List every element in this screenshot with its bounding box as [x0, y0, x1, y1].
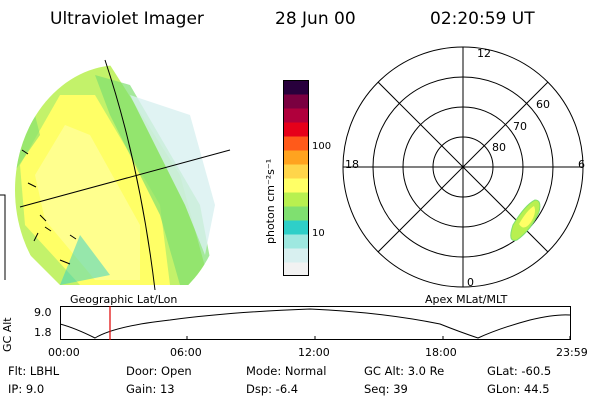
colorbar-swatch	[283, 234, 309, 249]
colorbar-swatch	[283, 178, 309, 193]
geographic-image	[0, 59, 231, 290]
colorbar-swatch	[283, 262, 309, 276]
mlt-12-label: 12	[477, 47, 491, 60]
info-seq: Seq: 39	[364, 382, 408, 396]
info-dsp: Dsp: -6.4	[246, 382, 299, 396]
polar-plot	[342, 46, 584, 288]
colorbar-swatch	[283, 136, 309, 151]
colorbar-swatch	[283, 248, 309, 263]
info-mode: Mode: Normal	[246, 364, 327, 378]
colorbar-tick-100: 100	[312, 141, 332, 152]
lat-60-label: 60	[536, 98, 550, 111]
mlt-6-label: 6	[578, 158, 585, 171]
colorbar-swatch	[283, 122, 309, 137]
colorbar-swatch	[283, 80, 309, 95]
colorbar-swatch	[283, 206, 309, 221]
info-gain: Gain: 13	[126, 382, 175, 396]
gc-alt-tick-1: 06:00	[170, 346, 202, 359]
time-label: 02:20:59 UT	[430, 9, 535, 29]
mlt-0-label: 0	[467, 276, 474, 289]
gc-alt-plot	[60, 306, 571, 340]
mlt-18-label: 18	[345, 158, 359, 171]
app-title: Ultraviolet Imager	[50, 9, 204, 29]
gc-alt-tick-3: 18:00	[425, 346, 457, 359]
info-flt: Flt: LBHL	[8, 364, 60, 378]
lat-70-label: 70	[513, 120, 527, 133]
colorbar-tick-10: 10	[312, 228, 325, 239]
gc-alt-tick-0: 00:00	[48, 346, 80, 359]
colorbar-label: photon cm⁻²s⁻¹	[264, 158, 277, 244]
colorbar-swatch	[283, 150, 309, 165]
colorbar-swatch	[283, 164, 309, 179]
gc-alt-tick-4: 23:59	[556, 346, 588, 359]
gc-alt-tick-2: 12:00	[298, 346, 330, 359]
colorbar-swatch	[283, 108, 309, 123]
info-ip: IP: 9.0	[8, 382, 45, 396]
date-label: 28 Jun 00	[275, 9, 356, 29]
apex-label: Apex MLat/MLT	[425, 293, 508, 306]
gc-alt-ymax: 9.0	[34, 306, 52, 319]
gc-alt-ymin: 1.8	[34, 326, 52, 339]
info-gcalt: GC Alt: 3.0 Re	[364, 364, 445, 378]
geographic-label: Geographic Lat/Lon	[70, 293, 178, 306]
lat-80-label: 80	[492, 141, 506, 154]
colorbar-swatch	[283, 192, 309, 207]
color-bar	[283, 80, 309, 276]
colorbar-swatch	[283, 94, 309, 109]
colorbar-swatch	[283, 220, 309, 235]
info-glon: GLon: 44.5	[487, 382, 550, 396]
info-door: Door: Open	[126, 364, 192, 378]
info-glat: GLat: -60.5	[487, 364, 552, 378]
gc-alt-ylabel: GC Alt	[1, 317, 14, 352]
